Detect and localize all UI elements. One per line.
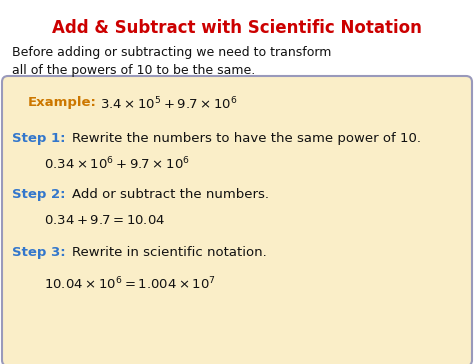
Text: $0.34 + 9.7 = 10.04$: $0.34 + 9.7 = 10.04$	[44, 214, 165, 227]
FancyBboxPatch shape	[2, 76, 472, 364]
Text: Step 2:: Step 2:	[12, 188, 65, 201]
Text: Add & Subtract with Scientific Notation: Add & Subtract with Scientific Notation	[52, 19, 422, 37]
Text: $0.34 \times 10^6 + 9.7 \times 10^6$: $0.34 \times 10^6 + 9.7 \times 10^6$	[44, 156, 190, 173]
Text: Rewrite the numbers to have the same power of 10.: Rewrite the numbers to have the same pow…	[72, 132, 421, 145]
Text: Before adding or subtracting we need to transform: Before adding or subtracting we need to …	[12, 46, 331, 59]
Text: $10.04 \times 10^6 = 1.004 \times 10^7$: $10.04 \times 10^6 = 1.004 \times 10^7$	[44, 276, 216, 293]
Text: Add or subtract the numbers.: Add or subtract the numbers.	[72, 188, 269, 201]
Text: $3.4 \times 10^5 + 9.7 \times 10^6$: $3.4 \times 10^5 + 9.7 \times 10^6$	[100, 96, 237, 112]
Text: all of the powers of 10 to be the same.: all of the powers of 10 to be the same.	[12, 64, 255, 77]
Text: Step 3:: Step 3:	[12, 246, 65, 259]
Text: Rewrite in scientific notation.: Rewrite in scientific notation.	[72, 246, 267, 259]
Text: Step 1:: Step 1:	[12, 132, 65, 145]
Text: Example:: Example:	[28, 96, 97, 109]
